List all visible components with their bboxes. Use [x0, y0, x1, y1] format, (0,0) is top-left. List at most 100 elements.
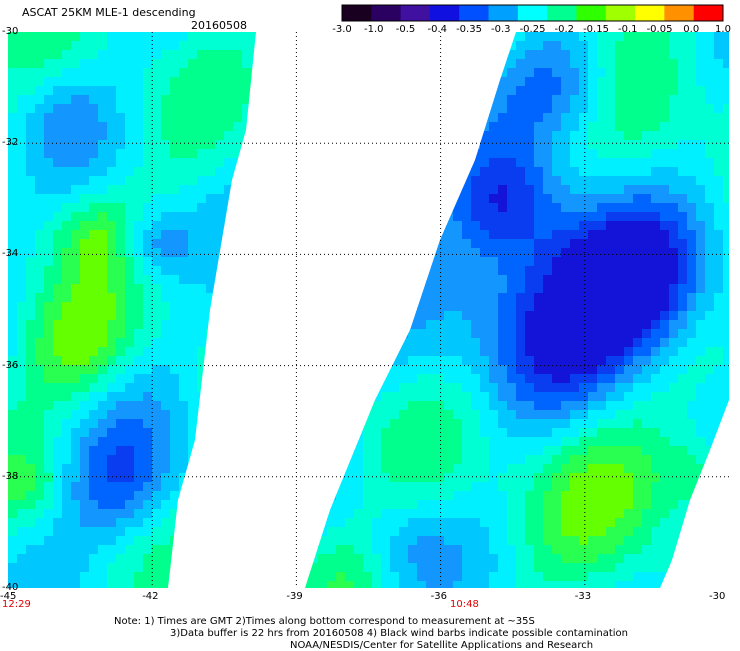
swath-cell [152, 545, 162, 555]
swath-cell [615, 482, 625, 492]
swath-cell [242, 122, 252, 132]
swath-cell [471, 509, 481, 519]
swath-cell [435, 59, 445, 69]
swath-cell [327, 293, 337, 303]
swath-cell [89, 383, 99, 393]
swath-cell [242, 275, 252, 285]
swath-cell [188, 248, 198, 258]
swath-cell [354, 275, 364, 285]
swath-cell [44, 113, 54, 123]
swath-cell [399, 491, 409, 501]
swath-cell [363, 257, 373, 267]
swath-cell [435, 464, 445, 474]
swath-cell [53, 149, 63, 159]
swath-cell [363, 338, 373, 348]
swath-cell [417, 572, 427, 582]
swath-cell [723, 509, 729, 519]
swath-cell [134, 203, 144, 213]
swath-cell [44, 248, 54, 258]
swath-cell [543, 140, 553, 150]
swath-cell [345, 473, 355, 483]
swath-cell [570, 293, 580, 303]
swath-cell [80, 320, 90, 330]
swath-cell [489, 311, 499, 321]
swath-cell [381, 86, 391, 96]
swath-cell [197, 383, 207, 393]
swath-cell [206, 284, 216, 294]
swath-cell [107, 401, 117, 411]
swath-cell [318, 329, 328, 339]
swath-cell [305, 347, 310, 357]
swath-cell [444, 482, 454, 492]
swath-cell [417, 77, 427, 87]
swath-cell [53, 347, 63, 357]
swath-cell [588, 284, 598, 294]
swath-cell [552, 419, 562, 429]
swath-cell [543, 392, 553, 402]
swath-cell [507, 446, 517, 456]
swath-cell [579, 356, 589, 366]
swath-cell [417, 140, 427, 150]
swath-cell [143, 437, 153, 447]
swath-cell [507, 563, 517, 573]
swath-cell [624, 320, 634, 330]
swath-cell [107, 50, 117, 60]
swath-cell [597, 491, 607, 501]
swath-cell [588, 203, 598, 213]
swath-cell [372, 302, 382, 312]
swath-cell [206, 149, 216, 159]
swath-cell [471, 500, 481, 510]
swath-cell [381, 509, 391, 519]
swath-cell [543, 86, 553, 96]
swath-cell [116, 482, 126, 492]
swath-cell [8, 545, 18, 555]
swath-cell [462, 95, 472, 105]
swath-cell [197, 581, 207, 588]
swath-cell [462, 383, 472, 393]
swath-cell [8, 392, 18, 402]
swath-cell [215, 536, 225, 546]
swath-cell [116, 185, 126, 195]
swath-cell [161, 527, 171, 537]
swath-cell [426, 545, 436, 555]
swath-cell [62, 329, 72, 339]
swath-cell [215, 455, 225, 465]
swath-cell [53, 383, 63, 393]
swath-cell [35, 338, 45, 348]
swath-cell [498, 194, 508, 204]
swath-cell [498, 248, 508, 258]
swath-cell [242, 311, 252, 321]
swath-cell [534, 482, 544, 492]
swath-cell [417, 554, 427, 564]
swath-cell [53, 68, 63, 78]
swath-cell [116, 284, 126, 294]
swath-cell [233, 203, 243, 213]
swath-cell [633, 311, 643, 321]
swath-cell [197, 545, 207, 555]
swath-cell [372, 455, 382, 465]
swath-cell [161, 221, 171, 231]
swath-cell [161, 266, 171, 276]
swath-cell [134, 257, 144, 267]
swath-cell [408, 230, 418, 240]
swath-cell [305, 392, 310, 402]
swath-cell [597, 527, 607, 537]
swath-cell [435, 437, 445, 447]
swath-cell [336, 329, 346, 339]
swath-cell [215, 239, 225, 249]
swath-cell [116, 374, 126, 384]
swath-cell [390, 428, 400, 438]
swath-cell [233, 365, 243, 375]
swath-cell [669, 329, 679, 339]
swath-cell [134, 365, 144, 375]
swath-cell [498, 392, 508, 402]
swath-cell [615, 581, 625, 588]
swath-cell [8, 32, 18, 42]
swath-cell [134, 563, 144, 573]
swath-cell [561, 581, 571, 588]
swath-cell [687, 356, 697, 366]
swath-cell [732, 527, 740, 537]
swath-cell [251, 572, 256, 582]
swath-cell [89, 329, 99, 339]
